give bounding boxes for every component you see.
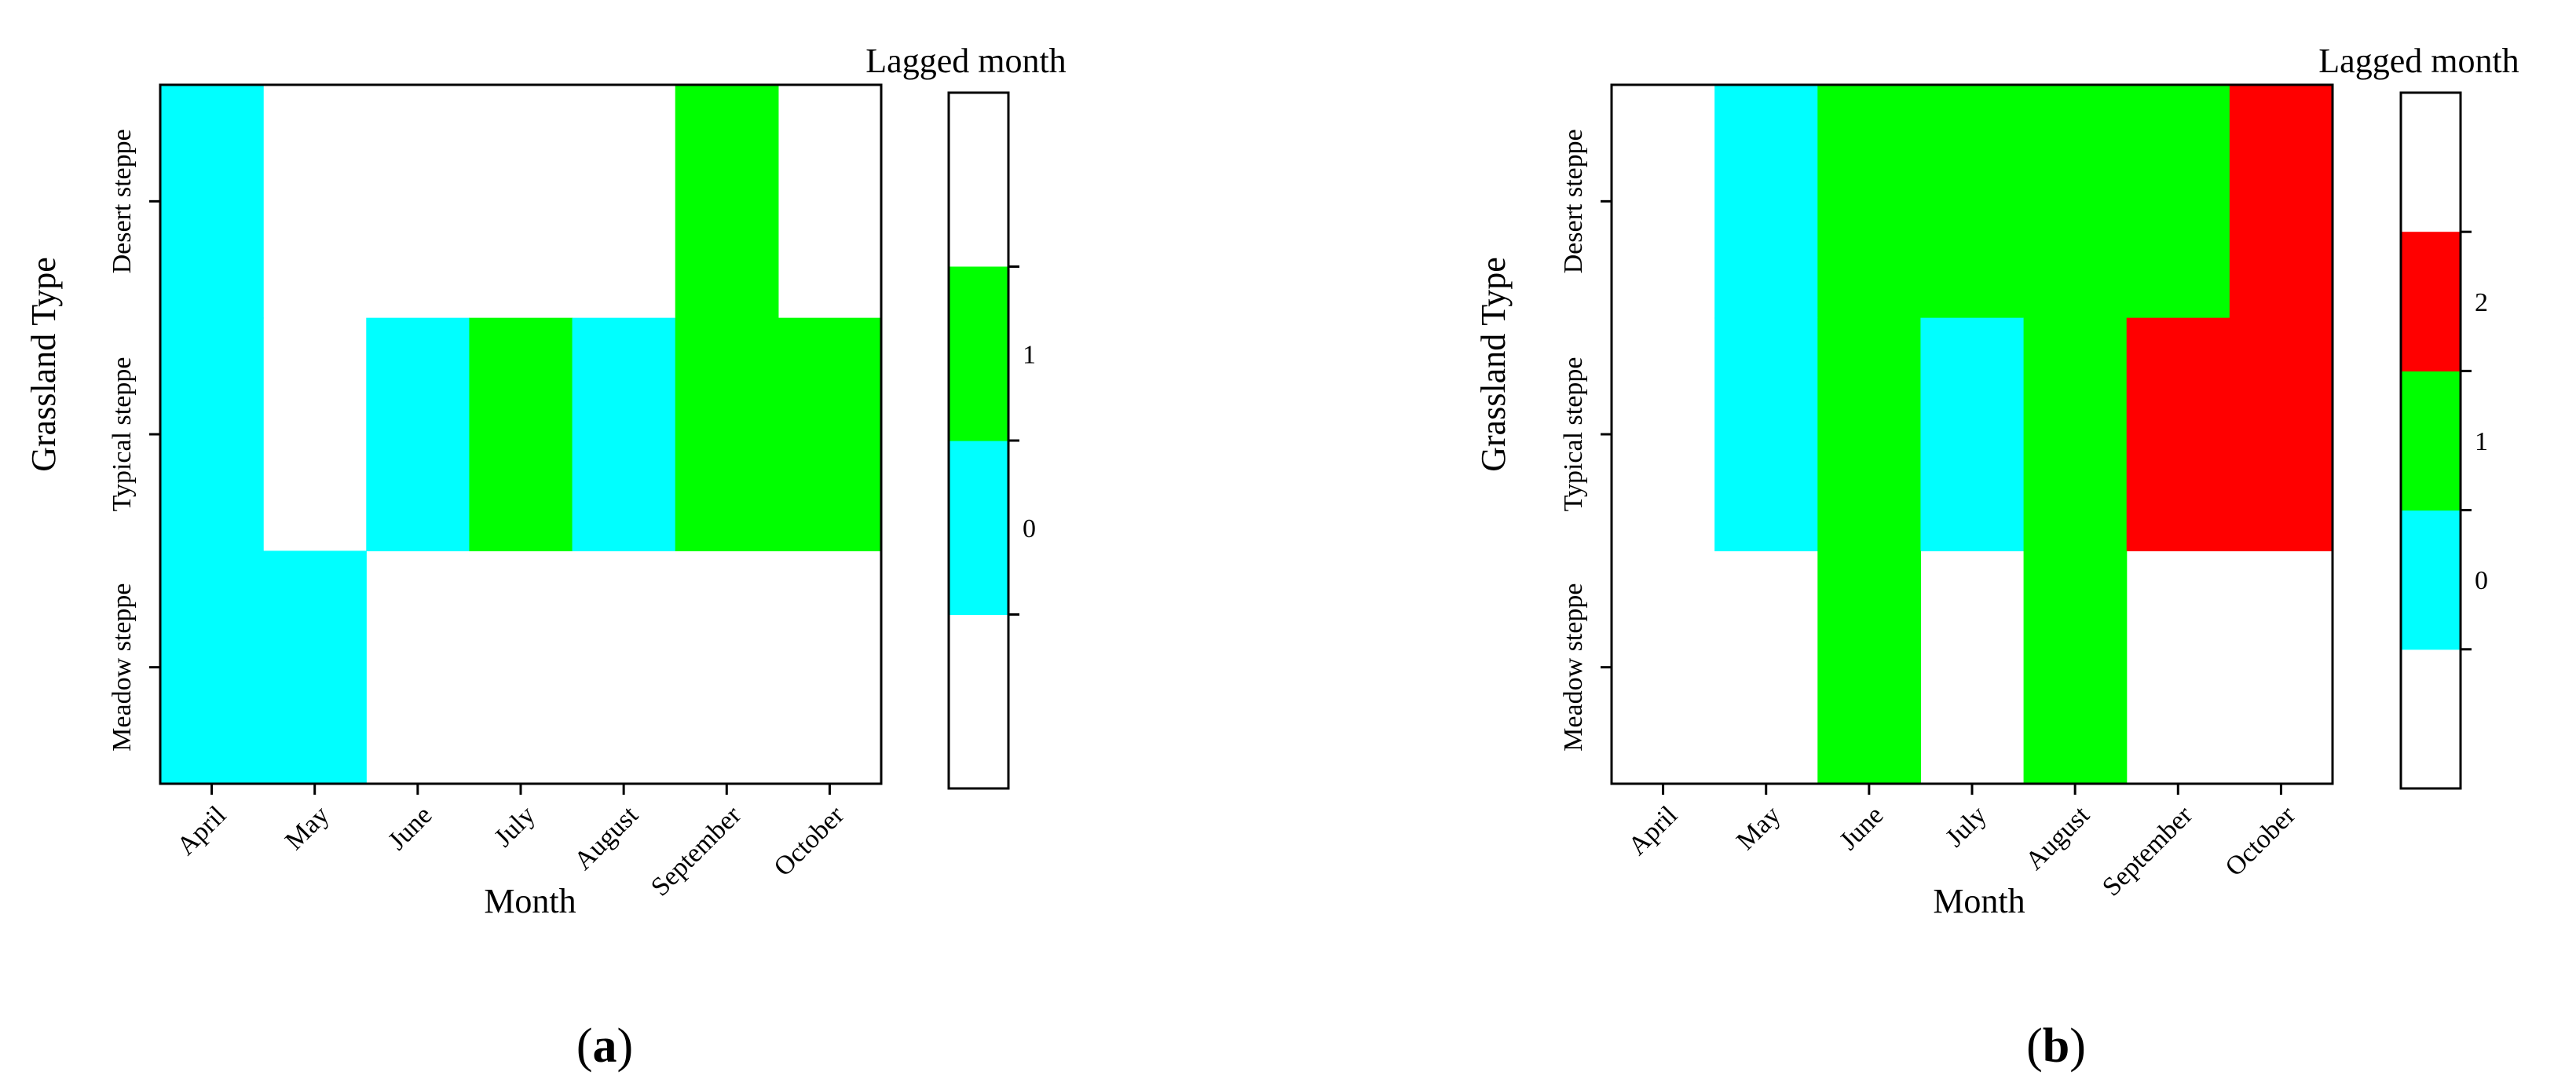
legend-title: Lagged month (2318, 42, 2519, 80)
x-axis-title: Month (1933, 882, 2025, 920)
panel-label: (b) (2026, 1019, 2086, 1073)
heatmap-cell-typical-steppe-october (2229, 317, 2333, 551)
y-tick-label: Desert steppe (108, 129, 137, 273)
y-axis-title: Grassland Type (24, 257, 63, 472)
panel-label-close-paren: ) (617, 1019, 634, 1073)
panel-label: (a) (576, 1019, 633, 1073)
legend-swatch-2 (2401, 232, 2461, 371)
heatmap-cell-typical-steppe-august (2023, 317, 2128, 551)
heatmap-cell-typical-steppe-august (572, 317, 676, 551)
heatmap-cell-desert-steppe-september (675, 85, 779, 319)
heatmap-cell-meadow-steppe-june (1817, 550, 1922, 785)
x-axis-title: Month (484, 882, 576, 920)
y-tick-label: Typical steppe (108, 357, 137, 512)
y-axis-title: Grassland Type (1474, 257, 1513, 472)
panel-label-open-paren: ( (576, 1019, 593, 1073)
heatmap-cell-meadow-steppe-april (160, 550, 264, 785)
heatmap-cell-desert-steppe-may (1714, 85, 1818, 319)
heatmap-cell-typical-steppe-june (1817, 317, 1922, 551)
heatmap-panel-b: Desert steppe Typical steppe Meadow steppe… (1474, 42, 2519, 1073)
y-tick-label: Meadow steppe (1559, 583, 1588, 752)
legend-label: 2 (2475, 288, 2488, 317)
legend-swatch-0 (949, 441, 1008, 616)
panel-label-letter: a (593, 1019, 617, 1073)
heatmap-cell-typical-steppe-july (1920, 317, 2025, 551)
heatmap-cell-typical-steppe-may (1714, 317, 1818, 551)
legend-label: 1 (2475, 427, 2488, 456)
y-tick-label: Typical steppe (1559, 357, 1588, 512)
legend-frame (2399, 91, 2462, 790)
y-tick-label: Meadow steppe (108, 583, 137, 752)
heatmap-cell-typical-steppe-september (2126, 317, 2230, 551)
heatmap-cell-typical-steppe-october (778, 317, 882, 551)
legend-label: 1 (1023, 340, 1036, 369)
panel-label-open-paren: ( (2026, 1019, 2043, 1073)
heatmap-cell-desert-steppe-april (160, 85, 264, 319)
panel-label-letter: b (2043, 1019, 2069, 1073)
heatmap-cell-typical-steppe-september (675, 317, 779, 551)
heatmap-cell-desert-steppe-august (2023, 85, 2128, 319)
heatmap-cell-meadow-steppe-may (263, 550, 367, 785)
heatmap-cell-typical-steppe-april (160, 317, 264, 551)
legend-swatch-1 (949, 266, 1008, 441)
heatmap-cell-desert-steppe-july (1920, 85, 2025, 319)
legend-swatch-0 (2401, 510, 2461, 650)
legend-swatch-1 (2401, 371, 2461, 511)
heatmap-cell-desert-steppe-october (2229, 85, 2333, 319)
heatmap-cell-desert-steppe-june (1817, 85, 1922, 319)
legend-title: Lagged month (865, 42, 1066, 80)
heatmap-cell-typical-steppe-july (469, 317, 573, 551)
heatmap-panel-a: Desert steppe Typical steppe Meadow steppe… (24, 42, 1067, 1073)
heatmap-cell-typical-steppe-june (366, 317, 470, 551)
heatmap-cell-desert-steppe-september (2126, 85, 2230, 319)
legend-label: 0 (2475, 566, 2488, 595)
heatmap-cell-meadow-steppe-august (2023, 550, 2128, 785)
panel-label-close-paren: ) (2069, 1019, 2086, 1073)
legend-frame (947, 91, 1010, 790)
y-tick-label: Desert steppe (1559, 129, 1588, 273)
legend-label: 0 (1023, 514, 1036, 543)
